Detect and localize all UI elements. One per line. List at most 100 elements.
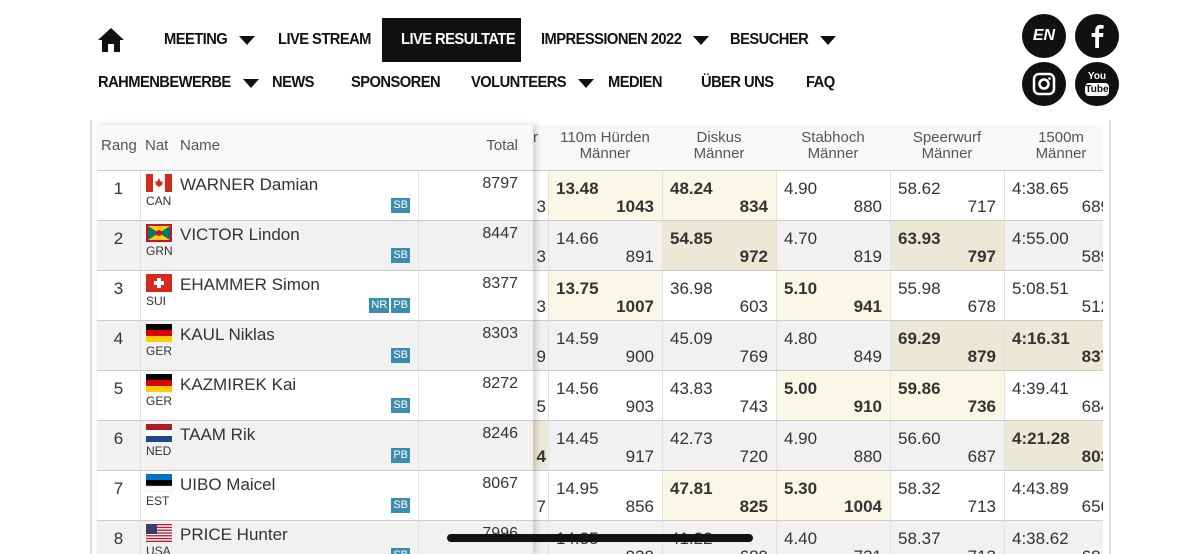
rank: 7 [113, 479, 124, 498]
column-divider [418, 521, 419, 554]
event-cell: 47.81 825 [662, 471, 776, 520]
column-header: r [533, 129, 538, 146]
home-icon[interactable] [97, 26, 125, 54]
badge: PB [391, 298, 410, 313]
athlete-name: KAZMIREK Kai [180, 375, 297, 394]
table-row[interactable]: 4 14.45 917 42.73 720 4.90 880 56.60 687 4:21.28 8… [533, 420, 1103, 470]
event-cell: 48.24 834 [662, 171, 776, 220]
event-cell: 4:38.65 689 [1004, 171, 1103, 220]
points: 717 [967, 197, 996, 216]
athlete-name: TAAM Rik [180, 425, 256, 444]
column-header: Männer [693, 145, 745, 162]
points: 972 [739, 247, 768, 266]
performance: 4.80 [784, 329, 818, 348]
nav-item[interactable]: NEWS [272, 74, 315, 91]
points: 880 [853, 197, 882, 216]
table-row[interactable]: 3 13.75 1007 36.98 603 5.10 941 55.98 678 5:08.51… [533, 270, 1103, 320]
points: 803 [1081, 447, 1103, 466]
badge: SB [391, 498, 410, 513]
points: 856 [625, 497, 654, 516]
table-row[interactable]: 5 GER KAZMIREK Kai SB 8272 [97, 370, 533, 421]
youtube-icon[interactable]: You Tube [1075, 62, 1119, 106]
nav-item[interactable]: LIVE STREAM [278, 31, 371, 48]
rank: 8 [113, 529, 124, 548]
event-cell: 42.73 720 [662, 421, 776, 470]
table-row[interactable]: 2 GRN VICTOR Lindon SB 8447 [97, 220, 533, 271]
athlete-name: PRICE Hunter [180, 525, 288, 544]
nav-item[interactable]: LIVE RESULTATE [401, 31, 516, 48]
nationality: GER [146, 394, 173, 408]
scrollbar[interactable] [447, 534, 753, 542]
badge: PB [391, 448, 410, 463]
points: 797 [967, 247, 996, 266]
points: 941 [853, 297, 882, 316]
performance: 4.70 [784, 229, 818, 248]
nav-item[interactable]: SPONSOREN [351, 74, 441, 91]
event-cell: 4:38.62 684 [1004, 521, 1103, 554]
table-row[interactable]: 5 14.56 903 43.83 743 5.00 910 59.86 736 4:39.41 6… [533, 370, 1103, 420]
performance: 4:39.41 [1012, 379, 1069, 398]
performance: 48.24 [670, 179, 713, 198]
column-divider [140, 421, 141, 471]
rank: 2 [113, 229, 124, 248]
flag [146, 524, 172, 542]
nav-item[interactable]: FAQ [806, 74, 835, 91]
points: 819 [853, 247, 882, 266]
flag [146, 374, 172, 392]
language-switch[interactable]: EN [1022, 14, 1066, 58]
total: 8447 [482, 225, 518, 242]
performance: 58.37 [898, 529, 941, 548]
table-row[interactable]: 9 14.59 900 45.09 769 4.80 849 69.29 879 4:16.31 8… [533, 320, 1103, 370]
nav-item[interactable]: RAHMENBEWERBE [98, 74, 231, 91]
nav-item[interactable]: ÜBER UNS [701, 74, 774, 91]
points: 512 [1081, 297, 1103, 316]
points: 656 [1081, 497, 1103, 516]
points: 1043 [616, 197, 654, 216]
event-cell: 56.60 687 [890, 421, 1004, 470]
column-divider [140, 271, 141, 321]
points: 603 [739, 297, 768, 316]
column-divider [418, 421, 419, 471]
points: 1007 [616, 297, 654, 316]
event-cell: 13.75 1007 [548, 271, 662, 320]
event-cell: 5.00 910 [776, 371, 890, 420]
column-header: 1500m [1038, 129, 1084, 146]
points: 7 [536, 497, 546, 516]
rank: 4 [113, 329, 124, 348]
nav-item[interactable]: MEETING [164, 31, 228, 48]
nav-item[interactable]: BESUCHER [730, 31, 809, 48]
performance: 58.62 [898, 179, 941, 198]
table-row[interactable]: 3 14.66 891 54.85 972 4.70 819 63.93 797 4:55.00 5… [533, 220, 1103, 270]
table-row[interactable]: 4 GER KAUL Niklas SB 8303 [97, 320, 533, 371]
nav-active-bg [382, 18, 521, 62]
facebook-icon[interactable] [1075, 14, 1119, 58]
points: 880 [853, 447, 882, 466]
points: 3 [536, 297, 546, 316]
athlete-name: WARNER Damian [180, 175, 319, 194]
column-divider [418, 171, 419, 221]
points: 903 [625, 397, 654, 416]
nationality: GRN [146, 244, 173, 258]
points: 689 [1081, 197, 1103, 216]
performance: 4:38.65 [1012, 179, 1069, 198]
table-row[interactable]: 6 NED TAAM Rik PB 8246 [97, 420, 533, 471]
points: 689 [740, 547, 768, 554]
nav-item[interactable]: IMPRESSIONEN 2022 [541, 31, 682, 48]
table-row[interactable]: 7 14.95 856 47.81 825 5.30 1004 58.32 713 4:43.89… [533, 470, 1103, 520]
table-row[interactable]: 1 CAN WARNER Damian SB 8797 [97, 170, 533, 221]
column-header: Männer [921, 145, 973, 162]
performance: 36.98 [670, 279, 713, 298]
column-header: 110m Hürden [560, 129, 650, 146]
points: 743 [739, 397, 768, 416]
performance: 13.48 [556, 179, 599, 198]
table-border [90, 120, 92, 554]
table-row[interactable]: 3 13.48 1043 48.24 834 4.90 880 58.62 717 4:38.65… [533, 170, 1103, 220]
instagram-icon[interactable] [1022, 62, 1066, 106]
table-row[interactable]: 3 SUI EHAMMER Simon PB NR 8377 [97, 270, 533, 321]
event-cell: 4.80 849 [776, 321, 890, 370]
athlete-name: KAUL Niklas [180, 325, 275, 344]
table-row[interactable]: 7 EST UIBO Maicel SB 8067 [97, 470, 533, 521]
nav-item[interactable]: MEDIEN [608, 74, 662, 91]
nav-item[interactable]: VOLUNTEERS [471, 74, 567, 91]
